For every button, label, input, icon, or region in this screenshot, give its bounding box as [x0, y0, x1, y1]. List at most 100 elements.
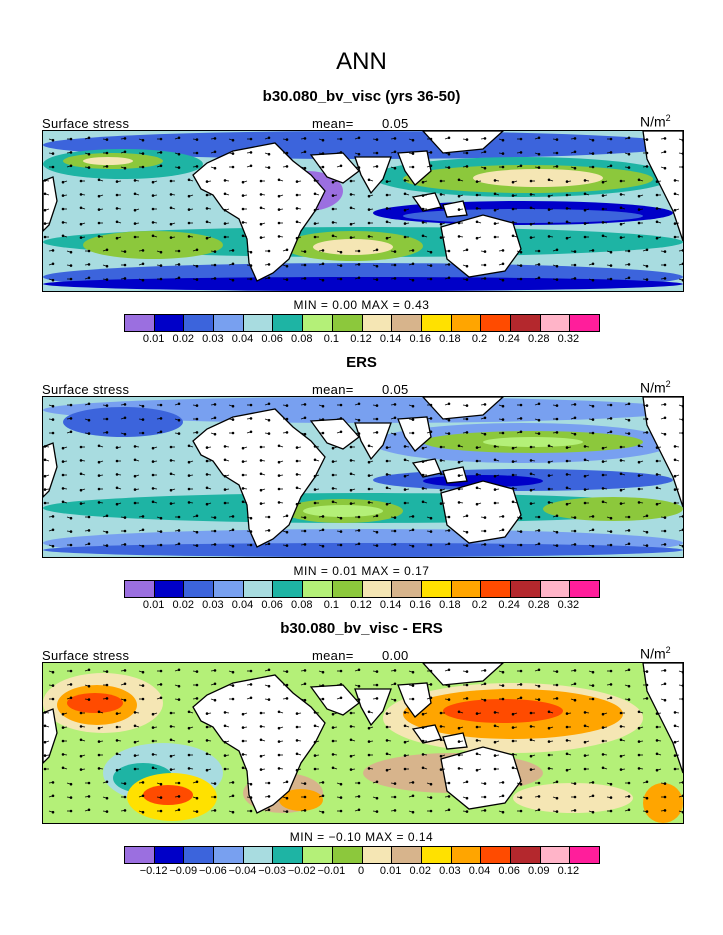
colorbar-swatch [451, 847, 482, 863]
colorbar-tick-label: −0.01 [317, 865, 346, 877]
colorbar-tick-label: 0.02 [172, 599, 194, 611]
colorbar-swatch [510, 581, 541, 597]
panel-2-colorbar-ticks: 0.01 0.02 0.03 0.04 0.06 0.08 0.1 0.12 0.14 0.16 0… [140, 599, 590, 613]
colorbar-swatch [510, 847, 541, 863]
colorbar-tick-label: 0.06 [498, 865, 520, 877]
colorbar-tick-label: 0.12 [350, 599, 372, 611]
panel-1-mean-label: mean= [312, 116, 354, 131]
colorbar-tick-label: 0.08 [291, 333, 313, 345]
colorbar-tick-label: 0.18 [439, 333, 461, 345]
colorbar-tick-label: 0.16 [409, 333, 431, 345]
colorbar-swatch [540, 581, 571, 597]
colorbar-tick-label: 0.03 [439, 865, 461, 877]
colorbar-swatch [540, 847, 571, 863]
colorbar-tick-label: 0.32 [557, 599, 580, 611]
colorbar-swatch [570, 581, 599, 597]
colorbar-swatch [184, 315, 215, 331]
colorbar-tick-label: 0.24 [498, 333, 520, 345]
colorbar-swatch [243, 315, 274, 331]
colorbar-swatch [243, 847, 274, 863]
panel-3-map [42, 662, 684, 824]
colorbar-swatch [243, 581, 274, 597]
panel-2-units: N/m2 [640, 379, 671, 396]
colorbar-swatch [273, 315, 304, 331]
panel-3-left-label: Surface stress [42, 648, 130, 663]
colorbar-swatch [481, 847, 511, 863]
panel-1-title: b30.080_bv_visc (yrs 36-50) [262, 88, 461, 105]
colorbar-swatch [362, 315, 393, 331]
colorbar-swatch [303, 315, 333, 331]
colorbar-tick-label: 0.32 [557, 333, 580, 345]
colorbar-swatch [332, 847, 363, 863]
colorbar-tick-label: −0.03 [258, 865, 287, 877]
colorbar-tick-label: 0.04 [231, 333, 254, 345]
colorbar-tick-label: 0.2 [471, 333, 488, 345]
panel-3-colorbar-ticks: −0.12 −0.09 −0.06 −0.04 −0.03 −0.02 −0.01 0 0.01… [140, 865, 590, 879]
colorbar-swatch [154, 847, 185, 863]
colorbar-tick-label: 0.14 [379, 333, 402, 345]
colorbar-tick-label: 0.04 [468, 865, 491, 877]
colorbar-swatch [303, 581, 333, 597]
colorbar-swatch [362, 847, 393, 863]
colorbar-swatch [184, 581, 215, 597]
panel-3-colorbar [124, 846, 600, 864]
colorbar-swatch [421, 581, 452, 597]
panel-1-colorbar [124, 314, 600, 332]
colorbar-swatch [570, 847, 599, 863]
colorbar-swatch [362, 581, 393, 597]
colorbar-tick-label: 0.1 [323, 599, 340, 611]
surface-stress-map [43, 397, 683, 557]
colorbar-tick-label: −0.12 [139, 865, 168, 877]
colorbar-tick-label: 0.03 [202, 333, 224, 345]
colorbar-swatch [510, 315, 541, 331]
panel-3-units: N/m2 [640, 645, 671, 662]
colorbar-tick-label: 0.06 [261, 599, 283, 611]
colorbar-tick-label: 0.16 [409, 599, 431, 611]
panel-2-left-label: Surface stress [42, 382, 130, 397]
colorbar-swatch [392, 847, 422, 863]
colorbar-swatch [214, 315, 244, 331]
colorbar-tick-label: 0.18 [439, 599, 461, 611]
panel-2-mean-value: 0.05 [382, 382, 409, 397]
colorbar-swatch [540, 315, 571, 331]
panel-2-map [42, 396, 684, 558]
surface-stress-map [43, 131, 683, 291]
colorbar-swatch [303, 847, 333, 863]
colorbar-swatch [481, 315, 511, 331]
colorbar-tick-label: 0 [357, 865, 365, 877]
panel-2-minmax: MIN = 0.01 MAX = 0.17 [293, 564, 430, 578]
panel-2-mean-label: mean= [312, 382, 354, 397]
colorbar-tick-label: 0.28 [528, 599, 550, 611]
panel-3-title: b30.080_bv_visc - ERS [280, 620, 443, 637]
colorbar-tick-label: 0.04 [231, 599, 254, 611]
colorbar-tick-label: 0.01 [142, 599, 165, 611]
colorbar-swatch [421, 847, 452, 863]
colorbar-swatch [481, 581, 511, 597]
colorbar-swatch [332, 315, 363, 331]
colorbar-tick-label: −0.04 [228, 865, 257, 877]
colorbar-swatch [392, 315, 422, 331]
colorbar-swatch [214, 847, 244, 863]
panel-1-colorbar-ticks: 0.01 0.02 0.03 0.04 0.06 0.08 0.1 0.12 0.14 0.16 0… [140, 333, 590, 347]
colorbar-tick-label: 0.2 [471, 599, 488, 611]
panel-3-mean-value: 0.00 [382, 648, 409, 663]
panel-1-map [42, 130, 684, 292]
colorbar-tick-label: 0.24 [498, 599, 520, 611]
colorbar-tick-label: −0.09 [169, 865, 198, 877]
colorbar-swatch [392, 581, 422, 597]
colorbar-swatch [154, 581, 185, 597]
panel-1-minmax: MIN = 0.00 MAX = 0.43 [293, 298, 430, 312]
colorbar-swatch [125, 581, 155, 597]
colorbar-swatch [273, 581, 304, 597]
colorbar-tick-label: 0.1 [323, 333, 340, 345]
main-title: ANN [336, 48, 387, 75]
colorbar-tick-label: 0.09 [528, 865, 550, 877]
colorbar-tick-label: −0.06 [198, 865, 227, 877]
colorbar-swatch [154, 315, 185, 331]
colorbar-swatch [421, 315, 452, 331]
colorbar-tick-label: 0.12 [557, 865, 580, 877]
panel-2-title: ERS [346, 354, 377, 371]
surface-stress-difference-map [43, 663, 683, 823]
colorbar-swatch [125, 315, 155, 331]
panel-3-mean-label: mean= [312, 648, 354, 663]
